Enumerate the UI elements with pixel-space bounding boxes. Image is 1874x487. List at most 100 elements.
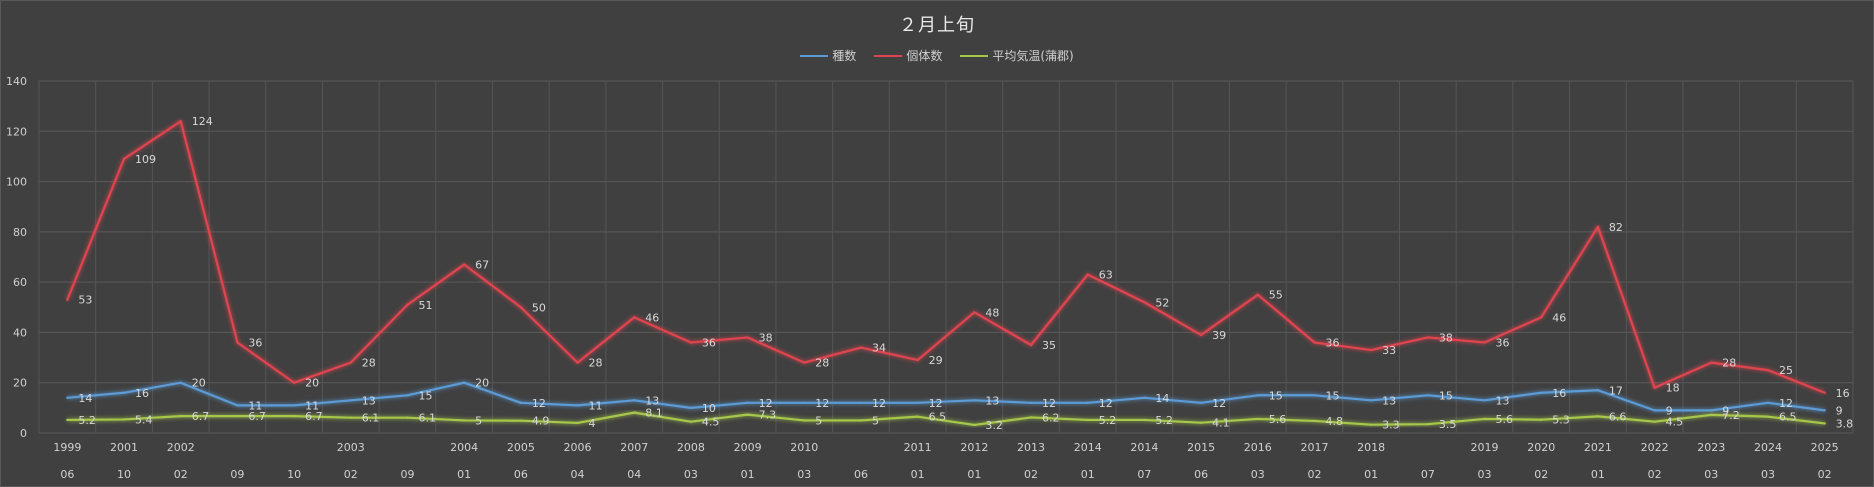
x-year-label: 2011 [904,441,932,454]
x-year-label: 2010 [790,441,818,454]
x-year-label: 2025 [1811,441,1839,454]
data-label-species: 13 [1382,394,1396,407]
data-label-temperature: 5.4 [135,413,153,426]
data-point-temperature [1596,415,1600,418]
data-point-species [122,391,126,394]
data-label-temperature: 4 [589,417,596,430]
data-point-count [179,120,182,123]
data-label-count: 28 [362,357,376,370]
data-label-species: 12 [532,397,546,410]
data-point-species [1029,401,1033,405]
data-point-temperature [973,423,976,427]
data-point-count [1596,225,1600,229]
x-year-label: 2023 [1697,441,1725,454]
data-label-temperature: 4.9 [532,415,550,428]
data-point-species [462,381,466,384]
data-point-temperature [803,419,806,422]
data-point-count [349,361,352,364]
x-year-label: 2021 [1584,441,1612,454]
x-month-label: 04 [571,468,585,481]
data-label-temperature: 4.5 [702,416,720,429]
data-point-count [1143,301,1146,304]
data-label-species: 13 [645,394,659,407]
y-tick-label: 20 [13,377,27,390]
x-year-label: 2015 [1187,441,1215,454]
data-label-count: 52 [1155,296,1169,309]
data-point-temperature [1483,417,1486,421]
data-label-count: 18 [1666,382,1680,395]
data-label-temperature: 3.2 [985,419,1003,432]
data-label-count: 48 [985,306,999,319]
data-label-count: 53 [78,294,92,307]
data-label-species: 15 [1269,389,1283,402]
data-point-species [1086,401,1089,405]
data-label-temperature: 5 [475,414,482,427]
data-label-temperature: 4.1 [1212,417,1230,430]
data-point-temperature [122,418,126,421]
data-point-temperature [576,421,579,425]
data-point-temperature [66,418,69,422]
data-point-species [1653,409,1656,412]
data-label-count: 33 [1382,344,1396,357]
x-year-label: 2024 [1754,441,1782,454]
data-label-count: 25 [1779,364,1793,377]
data-label-count: 28 [1722,357,1736,370]
data-label-species: 14 [1155,392,1169,405]
x-year-label: 2007 [620,441,648,454]
data-point-count [1426,336,1430,339]
data-point-temperature [1313,419,1316,423]
x-year-label: 2013 [1017,441,1045,454]
x-month-label: 03 [797,468,811,481]
data-point-species [1823,409,1826,412]
x-year-label: 2014 [1074,441,1102,454]
data-point-species [576,404,579,407]
data-point-species [236,404,239,407]
data-label-count: 67 [475,259,489,272]
data-point-count [1199,333,1203,337]
x-month-label: 07 [1421,468,1435,481]
data-point-species [973,399,976,402]
data-point-temperature [859,419,863,422]
x-month-label: 02 [1307,468,1321,481]
data-label-count: 16 [1836,387,1850,400]
legend-line-count [874,54,903,57]
legend-item-count: 個体数 [874,47,942,64]
x-year-label: 2001 [110,441,138,454]
data-point-temperature [406,416,409,419]
data-point-temperature [1823,422,1826,425]
data-label-count: 50 [532,301,546,314]
data-point-count [973,311,976,314]
series-line-temperature [67,411,1825,427]
data-point-count [1483,341,1486,344]
data-label-temperature: 6.1 [362,412,380,425]
data-point-temperature [292,414,296,418]
data-label-temperature: 3.5 [1439,418,1457,431]
data-label-count: 63 [1099,269,1113,282]
x-month-label: 02 [1534,468,1548,481]
data-label-species: 12 [1099,397,1113,410]
data-point-count [1823,391,1826,394]
data-label-species: 15 [418,389,432,402]
data-point-temperature [1710,413,1713,417]
x-year-label: 2002 [167,441,195,454]
data-label-species: 11 [248,399,262,412]
data-point-count [1256,293,1259,296]
data-point-count [916,358,919,362]
data-point-species [1540,391,1543,394]
data-label-species: 20 [475,377,489,390]
data-label-species: 12 [929,397,943,410]
data-point-species [803,401,806,405]
data-label-species: 12 [759,397,773,410]
data-label-temperature: 4.5 [1666,416,1684,429]
data-label-temperature: 7.2 [1722,409,1740,422]
data-point-temperature [1199,421,1203,424]
x-month-label: 01 [911,468,925,481]
x-month-label: 03 [1761,468,1775,481]
x-year-label: 2016 [1244,441,1272,454]
data-label-species: 12 [1042,397,1056,410]
data-point-count [1313,341,1316,344]
data-label-species: 13 [1496,394,1510,407]
data-point-count [1653,386,1656,389]
data-label-temperature: 6.5 [929,411,947,424]
legend-label-count: 個体数 [906,49,943,63]
